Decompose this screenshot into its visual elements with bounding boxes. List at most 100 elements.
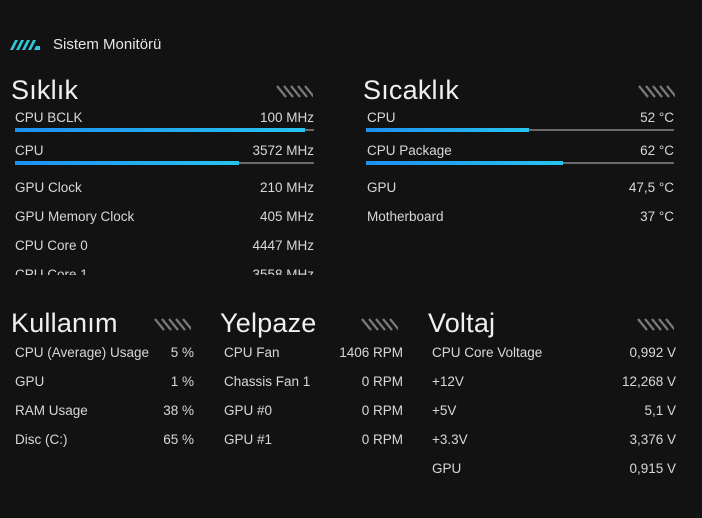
stripes-decoration-icon xyxy=(361,318,398,331)
sensor-label: GPU Clock xyxy=(15,180,82,195)
sensor-row: +12V 12,268 V xyxy=(432,369,676,398)
sensor-label: RAM Usage xyxy=(15,403,88,418)
sensor-label: CPU (Average) Usage xyxy=(15,345,150,360)
sensor-label: GPU xyxy=(367,180,397,195)
sensor-row: RAM Usage 38 % xyxy=(15,398,194,427)
sensor-value: 0,992 V xyxy=(629,345,676,360)
sensor-value: 62 °C xyxy=(640,143,674,158)
sensor-row: Disc (C:) 65 % xyxy=(15,427,194,456)
usage-title: Kullanım xyxy=(11,308,118,338)
sensor-value: 12,268 V xyxy=(621,374,676,389)
sensor-value: 3,376 V xyxy=(629,432,676,447)
sensor-value: 0 RPM xyxy=(361,432,403,447)
sensor-bar-fill xyxy=(15,128,305,132)
sensor-value: 52 °C xyxy=(640,110,674,125)
sensor-value: 5,1 V xyxy=(644,403,676,418)
sensor-bar-fill xyxy=(366,161,564,165)
sensor-row: CPU Package 62 °C xyxy=(366,142,674,175)
stripes-decoration-icon xyxy=(638,85,675,98)
sensor-row: GPU 0,915 V xyxy=(432,456,676,485)
sensor-label: GPU #1 xyxy=(224,432,273,447)
voltage-title: Voltaj xyxy=(428,308,496,338)
sensor-row: +5V 5,1 V xyxy=(432,398,676,427)
sensor-value: 405 MHz xyxy=(259,209,314,224)
sensor-row: CPU 3572 MHz xyxy=(15,142,314,175)
sensor-label: CPU Core Voltage xyxy=(432,345,543,360)
sensor-label: CPU Core 0 xyxy=(15,238,88,253)
stripes-decoration-icon xyxy=(154,318,191,331)
temperature-list: CPU 52 °C CPU Package 62 °C GPU 47,5 °C … xyxy=(366,109,674,233)
usage-list: CPU (Average) Usage 5 % GPU 1 % RAM Usag… xyxy=(15,340,194,456)
sensor-row: CPU Fan 1406 RPM xyxy=(224,340,403,369)
sensor-row: CPU Core 0 4447 MHz xyxy=(15,233,314,262)
sensor-label: +5V xyxy=(432,403,457,418)
sensor-label: CPU xyxy=(367,110,396,125)
sensor-value: 47,5 °C xyxy=(628,180,674,195)
sensor-label: GPU xyxy=(15,374,45,389)
sensor-label: Chassis Fan 1 xyxy=(224,374,311,389)
sensor-value: 4447 MHz xyxy=(252,238,314,253)
sensor-row: GPU Memory Clock 405 MHz xyxy=(15,204,314,233)
fan-panel: Yelpaze CPU Fan 1406 RPM Chassis Fan 1 0… xyxy=(220,308,403,447)
sensor-label: GPU #0 xyxy=(224,403,273,418)
sensor-row: Motherboard 37 °C xyxy=(367,204,674,233)
sensor-value: 38 % xyxy=(163,403,194,418)
sensor-row: +3.3V 3,376 V xyxy=(432,427,676,456)
app-title: Sistem Monitörü xyxy=(53,35,162,53)
sensor-bar-track xyxy=(366,161,674,165)
sensor-bar-fill xyxy=(366,128,530,132)
sensor-label: CPU Core 1 xyxy=(15,267,88,275)
sensor-row: Chassis Fan 1 0 RPM xyxy=(224,369,403,398)
sensor-value: 0,915 V xyxy=(629,461,676,476)
sensor-value: 1406 RPM xyxy=(339,345,403,360)
stripes-decoration-icon xyxy=(276,85,313,98)
sensor-row: GPU 47,5 °C xyxy=(367,175,674,204)
sensor-bar-track xyxy=(15,161,314,165)
frequency-title: Sıklık xyxy=(11,75,79,105)
sensor-label: Motherboard xyxy=(367,209,444,224)
app-logo-icon xyxy=(10,40,40,50)
sensor-value: 3572 MHz xyxy=(252,143,314,158)
sensor-label: CPU Package xyxy=(367,143,452,158)
sensor-row: GPU 1 % xyxy=(15,369,194,398)
voltage-panel: Voltaj CPU Core Voltage 0,992 V +12V 12,… xyxy=(428,308,676,476)
sensor-value: 210 MHz xyxy=(259,180,314,195)
frequency-list: CPU BCLK 100 MHz CPU 3572 MHz GPU Clock … xyxy=(15,109,314,275)
temperature-title: Sıcaklık xyxy=(363,75,460,105)
sensor-label: Disc (C:) xyxy=(15,432,68,447)
sensor-label: GPU xyxy=(432,461,462,476)
sensor-row: CPU Core 1 3558 MHz xyxy=(15,262,314,275)
sensor-value: 37 °C xyxy=(640,209,674,224)
fan-list: CPU Fan 1406 RPM Chassis Fan 1 0 RPM GPU… xyxy=(224,340,403,456)
sensor-label: +3.3V xyxy=(432,432,468,447)
sensor-value: 1 % xyxy=(170,374,194,389)
voltage-list: CPU Core Voltage 0,992 V +12V 12,268 V +… xyxy=(432,340,676,485)
sensor-value: 3558 MHz xyxy=(252,267,314,275)
sensor-row: CPU (Average) Usage 5 % xyxy=(15,340,194,369)
sensor-bar-track xyxy=(366,128,674,132)
sensor-value: 65 % xyxy=(163,432,194,447)
frequency-panel: Sıklık CPU BCLK 100 MHz CPU 3572 MHz GPU… xyxy=(11,75,314,275)
sensor-row: GPU Clock 210 MHz xyxy=(15,175,314,204)
sensor-value: 0 RPM xyxy=(361,403,403,418)
sensor-row: GPU #1 0 RPM xyxy=(224,427,403,456)
sensor-label: +12V xyxy=(432,374,464,389)
sensor-label: CPU Fan xyxy=(224,345,280,360)
sensor-value: 100 MHz xyxy=(259,110,314,125)
sensor-row: CPU BCLK 100 MHz xyxy=(15,109,314,142)
stripes-decoration-icon xyxy=(637,318,674,331)
sensor-row: GPU #0 0 RPM xyxy=(224,398,403,427)
fan-title: Yelpaze xyxy=(220,308,317,338)
temperature-panel: Sıcaklık CPU 52 °C CPU Package 62 °C GPU… xyxy=(363,75,675,275)
sensor-label: GPU Memory Clock xyxy=(15,209,135,224)
sensor-row: CPU Core Voltage 0,992 V xyxy=(432,340,676,369)
sensor-bar-track xyxy=(15,128,314,132)
app-header: Sistem Monitörü xyxy=(10,33,161,55)
sensor-label: CPU xyxy=(15,143,44,158)
sensor-value: 0 RPM xyxy=(361,374,403,389)
sensor-bar-fill xyxy=(15,161,239,165)
sensor-row: CPU 52 °C xyxy=(366,109,674,142)
sensor-label: CPU BCLK xyxy=(15,110,83,125)
usage-panel: Kullanım CPU (Average) Usage 5 % GPU 1 %… xyxy=(11,308,194,447)
sensor-value: 5 % xyxy=(170,345,194,360)
